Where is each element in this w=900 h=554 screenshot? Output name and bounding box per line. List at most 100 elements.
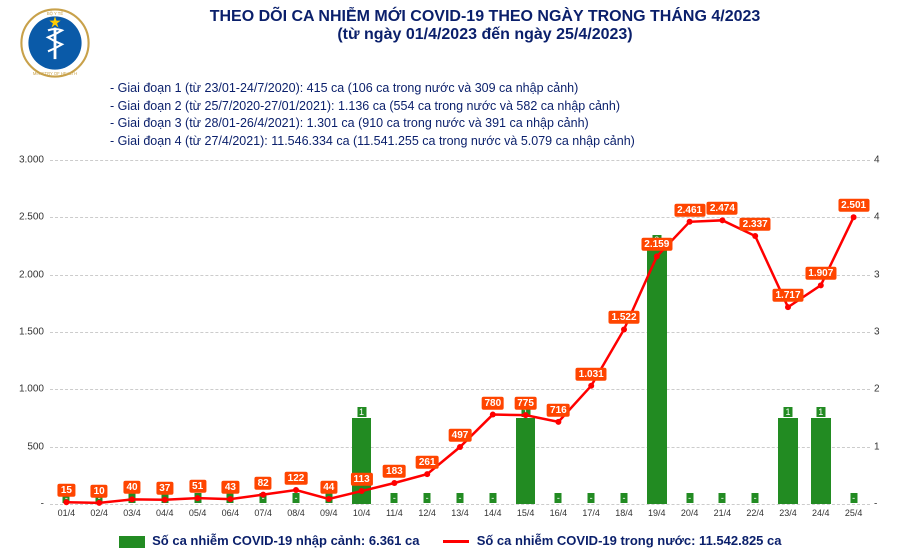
svg-text:BỘ Y TẾ: BỘ Y TẾ <box>47 11 64 16</box>
chart-container: MINISTRY OF HEALTH BỘ Y TẾ THEO DÕI CA N… <box>0 0 900 554</box>
line-marker <box>195 495 201 501</box>
y-left-tick: 500 <box>27 441 44 452</box>
line-value-label: 2.501 <box>838 199 869 212</box>
svg-text:MINISTRY OF HEALTH: MINISTRY OF HEALTH <box>33 71 77 76</box>
note-2: - Giai đoạn 2 (từ 25/7/2020-27/01/2021):… <box>110 98 900 116</box>
x-tick-label: 12/4 <box>418 508 436 518</box>
y-left-tick: 2.500 <box>19 212 44 223</box>
line-marker <box>359 488 365 494</box>
note-1: - Giai đoạn 1 (từ 23/01-24/7/2020): 415 … <box>110 80 900 98</box>
y-right-tick: 4 <box>874 212 880 223</box>
x-tick-label: 18/4 <box>615 508 633 518</box>
line-value-label: 1.031 <box>576 368 607 381</box>
y-right-tick: 1 <box>874 441 880 452</box>
line-value-label: 2.474 <box>707 202 738 215</box>
line-marker <box>719 217 725 223</box>
line-marker <box>162 497 168 503</box>
line-value-label: 780 <box>481 396 504 409</box>
legend-bar-text: Số ca nhiễm COVID-19 nhập cảnh: 6.361 ca <box>152 533 419 548</box>
y-right-tick: 3 <box>874 269 880 280</box>
ministry-logo: MINISTRY OF HEALTH BỘ Y TẾ <box>20 8 90 78</box>
line-marker <box>424 471 430 477</box>
y-right-tick: - <box>874 499 877 510</box>
y-right-tick: 3 <box>874 327 880 338</box>
line-marker <box>818 282 824 288</box>
line-value-label: 10 <box>91 485 108 498</box>
line-layer <box>50 160 870 504</box>
x-tick-label: 07/4 <box>254 508 272 518</box>
x-tick-label: 03/4 <box>123 508 141 518</box>
line-value-label: 775 <box>514 397 537 410</box>
line-value-label: 716 <box>547 404 570 417</box>
line-value-label: 44 <box>320 481 337 494</box>
line-value-label: 261 <box>416 456 439 469</box>
x-tick-label: 21/4 <box>714 508 732 518</box>
line-marker <box>129 496 135 502</box>
line-marker <box>621 326 627 332</box>
line-value-label: 113 <box>351 473 373 486</box>
line-marker <box>555 419 561 425</box>
legend: Số ca nhiễm COVID-19 nhập cảnh: 6.361 ca… <box>0 533 900 548</box>
line-marker <box>523 412 529 418</box>
line-marker <box>588 383 594 389</box>
line-value-label: 43 <box>222 481 239 494</box>
x-tick-label: 09/4 <box>320 508 338 518</box>
y-left-tick: 1.000 <box>19 384 44 395</box>
line-marker <box>227 496 233 502</box>
line-value-label: 82 <box>255 476 272 489</box>
line-marker <box>687 219 693 225</box>
y-left-tick: - <box>41 499 44 510</box>
line-marker <box>260 492 266 498</box>
line-value-label: 15 <box>58 484 75 497</box>
x-tick-label: 13/4 <box>451 508 469 518</box>
legend-bar-swatch <box>119 536 145 548</box>
note-3: - Giai đoạn 3 (từ 28/01-26/4/2021): 1.30… <box>110 115 900 133</box>
line-value-label: 37 <box>156 482 173 495</box>
line-marker <box>457 444 463 450</box>
x-tick-label: 10/4 <box>353 508 371 518</box>
x-tick-label: 16/4 <box>550 508 568 518</box>
line-value-label: 1.907 <box>805 267 836 280</box>
x-tick-label: 20/4 <box>681 508 699 518</box>
legend-line-swatch <box>443 540 469 543</box>
line-marker <box>851 214 857 220</box>
line-marker <box>752 233 758 239</box>
x-tick-label: 22/4 <box>746 508 764 518</box>
y-axis-right: -123344 <box>870 160 900 504</box>
line-value-label: 122 <box>285 472 308 485</box>
x-tick-label: 19/4 <box>648 508 666 518</box>
y-axis-left: -5001.0001.5002.0002.5003.000 <box>0 160 50 504</box>
line-path <box>66 217 853 503</box>
line-value-label: 497 <box>449 429 472 442</box>
line-value-label: 183 <box>383 465 406 478</box>
x-tick-label: 08/4 <box>287 508 305 518</box>
x-tick-label: 01/4 <box>58 508 76 518</box>
x-tick-label: 11/4 <box>386 508 403 518</box>
x-tick-label: 17/4 <box>582 508 600 518</box>
title-line-1: THEO DÕI CA NHIỄM MỚI COVID-19 THEO NGÀY… <box>90 8 880 26</box>
y-right-tick: 4 <box>874 155 880 166</box>
plot-area: -01/4-02/4-03/4-04/4-05/4-06/4-07/4-08/4… <box>50 160 870 504</box>
y-left-tick: 3.000 <box>19 155 44 166</box>
line-marker <box>63 499 69 505</box>
notes-block: - Giai đoạn 1 (từ 23/01-24/7/2020): 415 … <box>0 78 900 156</box>
line-value-label: 51 <box>189 480 206 493</box>
x-tick-label: 15/4 <box>517 508 535 518</box>
note-4: - Giai đoạn 4 (từ 27/4/2021): 11.546.334… <box>110 133 900 151</box>
header: MINISTRY OF HEALTH BỘ Y TẾ THEO DÕI CA N… <box>0 0 900 78</box>
x-tick-label: 04/4 <box>156 508 174 518</box>
title-block: THEO DÕI CA NHIỄM MỚI COVID-19 THEO NGÀY… <box>90 8 880 44</box>
line-value-label: 1.717 <box>772 289 803 302</box>
line-value-label: 40 <box>123 481 140 494</box>
x-tick-label: 23/4 <box>779 508 797 518</box>
line-value-label: 2.337 <box>740 218 771 231</box>
line-marker <box>391 480 397 486</box>
legend-line-text: Số ca nhiễm COVID-19 trong nước: 11.542.… <box>477 533 782 548</box>
x-tick-label: 05/4 <box>189 508 207 518</box>
y-left-tick: 2.000 <box>19 269 44 280</box>
line-marker <box>490 412 496 418</box>
line-marker <box>654 253 660 259</box>
line-marker <box>785 304 791 310</box>
line-marker <box>326 496 332 502</box>
x-tick-label: 14/4 <box>484 508 502 518</box>
